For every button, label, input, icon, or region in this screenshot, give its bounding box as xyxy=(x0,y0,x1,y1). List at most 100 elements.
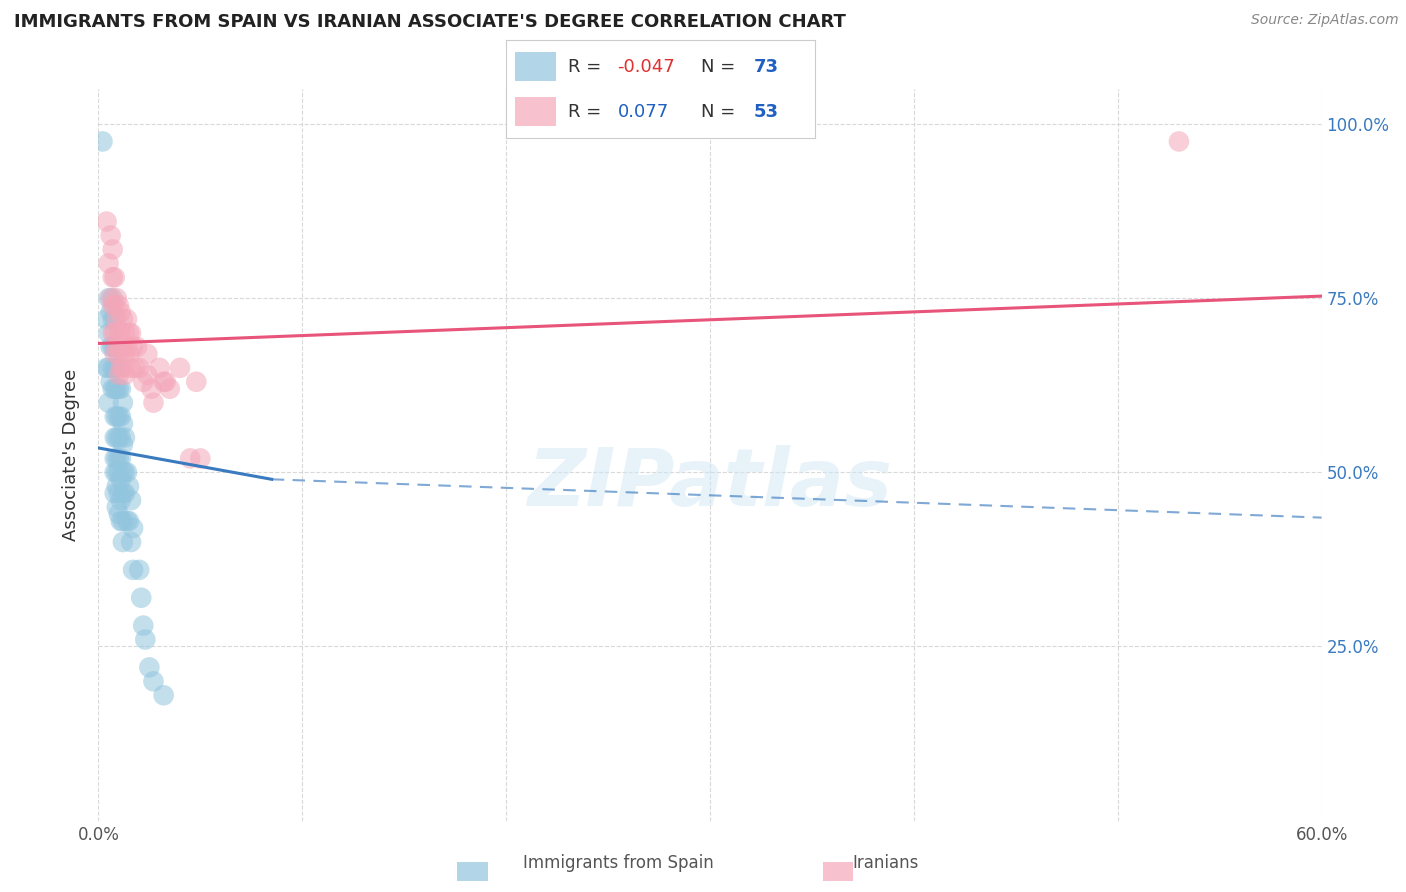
Point xyxy=(128,360,150,375)
Point xyxy=(110,472,132,486)
Point xyxy=(122,563,145,577)
Point xyxy=(101,382,124,396)
Point xyxy=(179,451,201,466)
Point xyxy=(101,360,124,375)
Point xyxy=(108,368,131,382)
Point xyxy=(118,326,141,340)
Text: 73: 73 xyxy=(754,58,779,76)
Point xyxy=(108,451,131,466)
Point xyxy=(108,347,131,361)
Point xyxy=(96,360,118,375)
Point xyxy=(104,430,127,444)
Point xyxy=(120,493,142,508)
Point xyxy=(120,326,142,340)
Point xyxy=(104,466,127,480)
Text: 53: 53 xyxy=(754,103,779,120)
Point xyxy=(108,507,131,521)
Point xyxy=(100,228,122,243)
Text: R =: R = xyxy=(568,103,613,120)
Point xyxy=(105,479,128,493)
Point xyxy=(114,326,136,340)
Point xyxy=(134,632,156,647)
Point xyxy=(141,382,163,396)
Point xyxy=(111,466,134,480)
Point xyxy=(104,326,127,340)
Text: 0.077: 0.077 xyxy=(617,103,669,120)
Point xyxy=(115,466,138,480)
Point xyxy=(104,298,127,312)
Point xyxy=(122,521,145,535)
Point xyxy=(128,563,150,577)
Point xyxy=(101,243,124,257)
Point xyxy=(104,360,127,375)
Point xyxy=(100,305,122,319)
Point xyxy=(132,618,155,632)
Point xyxy=(111,417,134,431)
Point xyxy=(105,430,128,444)
Point xyxy=(101,326,124,340)
Point xyxy=(96,214,118,228)
Point xyxy=(136,368,159,382)
Point xyxy=(110,451,132,466)
Point xyxy=(104,451,127,466)
Text: IMMIGRANTS FROM SPAIN VS IRANIAN ASSOCIATE'S DEGREE CORRELATION CHART: IMMIGRANTS FROM SPAIN VS IRANIAN ASSOCIA… xyxy=(14,13,846,31)
Point xyxy=(111,486,134,500)
Point xyxy=(110,430,132,444)
Point xyxy=(97,256,120,270)
Point xyxy=(132,375,155,389)
Point xyxy=(114,347,136,361)
Text: -0.047: -0.047 xyxy=(617,58,675,76)
Point xyxy=(101,270,124,285)
Point xyxy=(97,360,120,375)
Point xyxy=(108,409,131,424)
Point xyxy=(152,688,174,702)
Point xyxy=(115,514,138,528)
Point xyxy=(105,466,128,480)
Point xyxy=(186,375,208,389)
Point xyxy=(115,340,138,354)
Point xyxy=(101,312,124,326)
Point xyxy=(104,270,127,285)
Point xyxy=(169,360,191,375)
Point xyxy=(104,409,127,424)
Point xyxy=(110,493,132,508)
Point xyxy=(127,340,149,354)
Point xyxy=(101,340,124,354)
Point xyxy=(108,466,131,480)
Point xyxy=(101,291,124,305)
Point xyxy=(136,347,159,361)
Point xyxy=(114,368,136,382)
Point xyxy=(111,312,134,326)
Point xyxy=(104,347,127,361)
Point xyxy=(91,135,114,149)
Point xyxy=(111,514,134,528)
FancyBboxPatch shape xyxy=(516,52,555,81)
Point xyxy=(110,326,132,340)
Text: Source: ZipAtlas.com: Source: ZipAtlas.com xyxy=(1251,13,1399,28)
Point xyxy=(110,340,132,354)
Point xyxy=(110,382,132,396)
Point xyxy=(105,451,128,466)
Point xyxy=(129,591,152,605)
Point xyxy=(97,326,120,340)
Point xyxy=(100,340,122,354)
Point xyxy=(114,430,136,444)
Point xyxy=(108,382,131,396)
Text: N =: N = xyxy=(702,103,741,120)
Point xyxy=(111,340,134,354)
Point xyxy=(108,486,131,500)
Point xyxy=(108,326,131,340)
Point xyxy=(104,486,127,500)
Point xyxy=(105,382,128,396)
Point xyxy=(120,360,142,375)
Point xyxy=(114,466,136,480)
FancyBboxPatch shape xyxy=(516,97,555,127)
Point xyxy=(96,312,118,326)
Point xyxy=(149,360,172,375)
Point xyxy=(111,535,134,549)
Point xyxy=(124,360,146,375)
Point xyxy=(104,382,127,396)
Point xyxy=(118,347,141,361)
Point xyxy=(159,382,181,396)
Point xyxy=(110,305,132,319)
